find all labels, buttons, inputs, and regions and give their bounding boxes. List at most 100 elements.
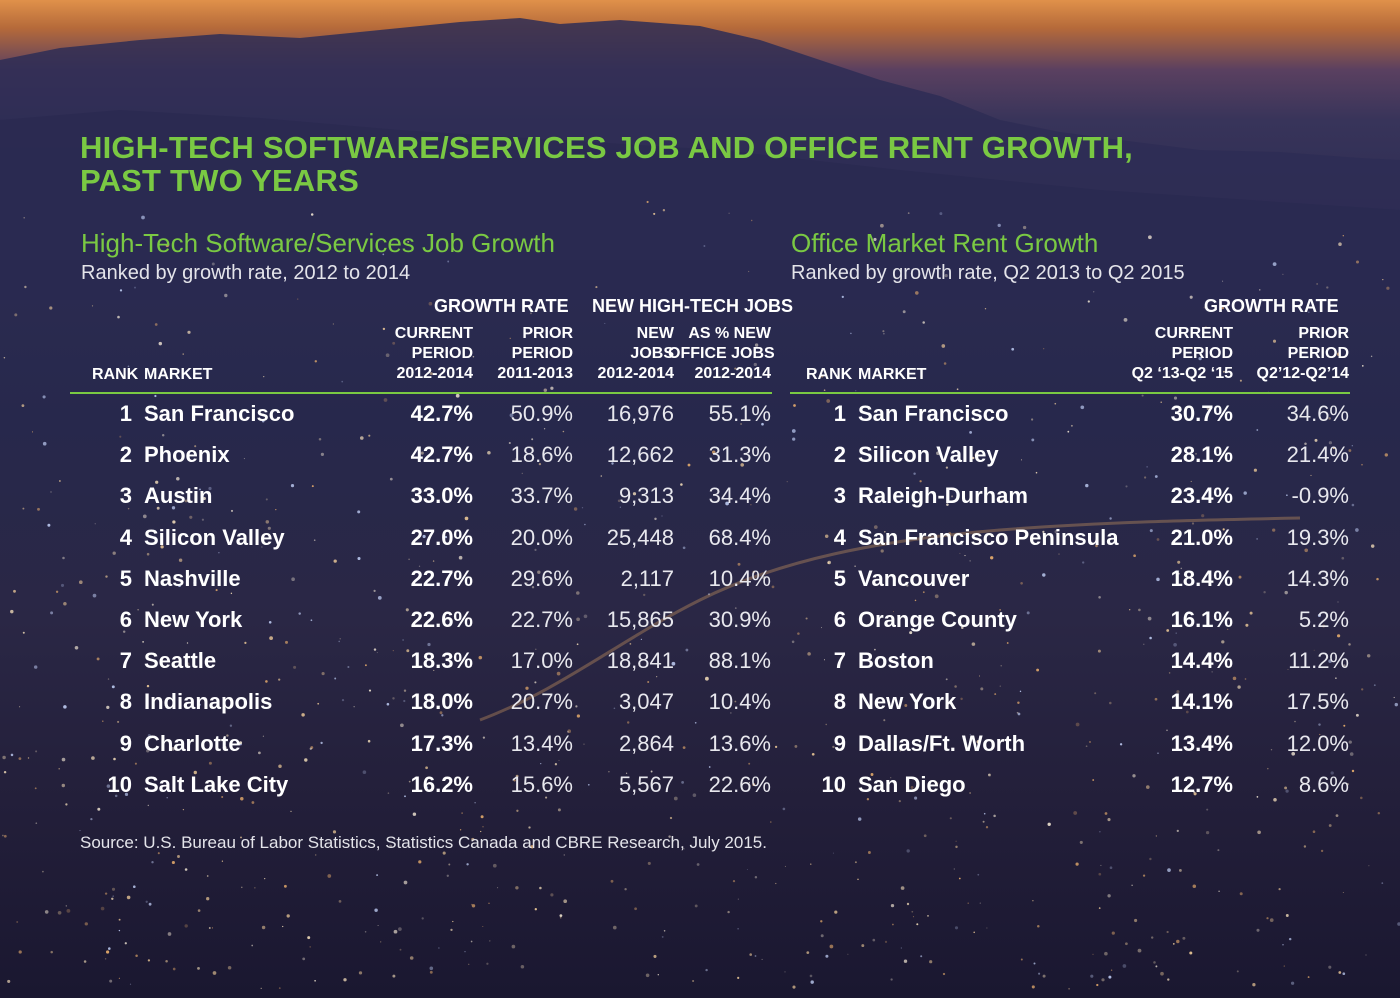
right-rank-cell: 7 — [833, 648, 846, 674]
right-current-growth-cell: 18.4% — [1170, 565, 1233, 591]
right-rank-cell: 9 — [833, 730, 846, 756]
left-table-row: 8 Indianapolis 18.0% 20.7% 3,047 10.4% — [0, 687, 1400, 727]
left-rank-cell: 1 — [119, 401, 132, 426]
left-new-jobs-cell: 16,976 — [606, 401, 674, 426]
left-prior-growth-cell: 29.6% — [510, 565, 573, 591]
right-panel-subtitle: Ranked by growth rate, Q2 2013 to Q2 201… — [791, 262, 1185, 284]
left-prior-growth-cell: 13.4% — [510, 730, 573, 756]
right-table-row: 2 Silicon Valley 28.1% 21.4% — [0, 440, 1400, 480]
left-pct-new-jobs-cell: 10.4% — [708, 689, 771, 715]
right-header-rule — [790, 392, 1350, 394]
left-prior-header: PRIOR PERIOD 2011-2013 — [497, 325, 573, 382]
right-market-cell: Raleigh-Durham — [858, 483, 1028, 509]
right-prior-growth-cell: 19.3% — [1286, 524, 1349, 550]
page-title: HIGH-TECH SOFTWARE/SERVICES JOB AND OFFI… — [80, 131, 1280, 197]
left-new-jobs-col-header: NEW JOBS 2012-2014 — [597, 325, 674, 382]
left-current-growth-cell: 17.3% — [410, 730, 473, 756]
title-line-1: HIGH-TECH SOFTWARE/SERVICES JOB AND OFFI… — [80, 130, 1133, 165]
left-new-jobs-cell: 15,865 — [606, 607, 674, 632]
right-table-row: 7 Boston 14.4% 11.2% — [0, 646, 1400, 686]
left-pct-new-jobs-cell: 55.1% — [708, 401, 771, 426]
right-prior-growth-cell: 17.5% — [1286, 689, 1349, 715]
left-rank-cell: 7 — [119, 648, 132, 674]
left-new-jobs-cell: 2,864 — [618, 730, 674, 756]
left-pct-new-jobs-cell: 34.4% — [708, 483, 771, 509]
left-prior-growth-cell: 18.6% — [510, 442, 573, 468]
left-market-cell: Austin — [144, 483, 213, 509]
left-table-row: 5 Nashville 22.7% 29.6% 2,117 10.4% — [0, 564, 1400, 604]
left-market-cell: Silicon Valley — [144, 524, 285, 550]
left-current-growth-cell: 42.7% — [410, 442, 473, 468]
left-prior-growth-cell: 22.7% — [510, 607, 573, 632]
right-rank-cell: 4 — [833, 524, 846, 550]
left-current-growth-cell: 18.3% — [410, 648, 473, 674]
right-table-row: 1 San Francisco 30.7% 34.6% — [0, 399, 1400, 439]
right-market-cell: New York — [858, 689, 957, 715]
right-current-growth-cell: 13.4% — [1170, 730, 1233, 756]
right-rank-header: RANK — [806, 366, 853, 383]
left-new-jobs-cell: 25,448 — [606, 524, 674, 550]
left-market-cell: Seattle — [144, 648, 217, 674]
left-current-growth-cell: 33.0% — [410, 483, 473, 509]
right-current-growth-cell: 23.4% — [1170, 483, 1233, 509]
left-new-jobs-cell: 18,841 — [606, 648, 674, 674]
left-market-cell: Salt Lake City — [144, 771, 289, 797]
right-market-cell: Orange County — [858, 607, 1017, 632]
right-rank-cell: 10 — [821, 771, 846, 797]
left-rank-cell: 4 — [119, 524, 132, 550]
left-prior-growth-cell: 20.0% — [510, 524, 573, 550]
left-table-row: 2 Phoenix 42.7% 18.6% 12,662 31.3% — [0, 440, 1400, 480]
right-prior-growth-cell: 8.6% — [1298, 771, 1349, 797]
left-panel-subtitle: Ranked by growth rate, 2012 to 2014 — [81, 262, 411, 284]
right-prior-growth-cell: 11.2% — [1288, 648, 1349, 674]
right-market-cell: Boston — [858, 648, 934, 674]
right-rank-cell: 1 — [833, 401, 846, 426]
right-market-header: MARKET — [858, 366, 927, 383]
left-rank-cell: 5 — [119, 565, 132, 591]
right-market-cell: Dallas/Ft. Worth — [858, 730, 1026, 756]
right-prior-growth-cell: -0.9% — [1291, 483, 1349, 509]
right-table-row: 4 San Francisco Peninsula 21.0% 19.3% — [0, 523, 1400, 563]
left-market-cell: Indianapolis — [144, 689, 273, 715]
left-market-cell: New York — [144, 607, 243, 632]
source-note: Source: U.S. Bureau of Labor Statistics,… — [80, 833, 767, 852]
right-market-cell: Vancouver — [858, 565, 970, 591]
right-current-growth-cell: 14.4% — [1170, 648, 1233, 674]
left-current-growth-cell: 18.0% — [410, 689, 473, 715]
right-current-growth-cell: 16.1% — [1170, 607, 1233, 632]
left-pct-new-header: AS % NEW OFFICE JOBS 2012-2014 — [668, 325, 775, 382]
left-pct-new-jobs-cell: 68.4% — [708, 524, 771, 550]
left-rank-cell: 2 — [119, 442, 132, 468]
right-current-growth-cell: 30.7% — [1170, 401, 1233, 426]
left-header-rule — [70, 392, 772, 394]
right-market-cell: Silicon Valley — [858, 442, 999, 468]
left-pct-new-jobs-cell: 22.6% — [708, 771, 771, 797]
left-rank-cell: 6 — [119, 607, 132, 632]
left-rank-cell: 9 — [119, 730, 132, 756]
right-rank-cell: 5 — [833, 565, 846, 591]
right-table-row: 3 Raleigh-Durham 23.4% -0.9% — [0, 481, 1400, 521]
title-line-2: PAST TWO YEARS — [80, 163, 359, 198]
right-prior-growth-cell: 12.0% — [1286, 730, 1349, 756]
left-pct-new-jobs-cell: 10.4% — [708, 565, 771, 591]
left-new-jobs-cell: 5,567 — [618, 771, 674, 797]
left-current-header: CURRENT PERIOD 2012-2014 — [394, 325, 473, 382]
right-market-cell: San Francisco Peninsula — [858, 524, 1119, 550]
right-table-row: 9 Dallas/Ft. Worth 13.4% 12.0% — [0, 729, 1400, 769]
left-table-row: 10 Salt Lake City 16.2% 15.6% 5,567 22.6% — [0, 770, 1400, 810]
left-pct-new-jobs-cell: 13.6% — [708, 730, 771, 756]
left-current-growth-cell: 22.7% — [410, 565, 473, 591]
left-market-cell: Nashville — [144, 565, 241, 591]
left-rank-cell: 8 — [119, 689, 132, 715]
left-market-cell: Phoenix — [144, 442, 230, 468]
right-rank-cell: 2 — [833, 442, 846, 468]
left-prior-growth-cell: 33.7% — [510, 483, 573, 509]
left-table-row: 6 New York 22.6% 22.7% 15,865 30.9% — [0, 605, 1400, 645]
left-current-growth-cell: 42.7% — [410, 401, 473, 426]
left-prior-growth-cell: 50.9% — [510, 401, 573, 426]
highway-glow — [479, 516, 1301, 722]
left-current-growth-cell: 27.0% — [410, 524, 473, 550]
right-prior-header: PRIOR PERIOD Q2’12-Q2’14 — [1256, 325, 1350, 382]
left-prior-growth-cell: 20.7% — [510, 689, 573, 715]
